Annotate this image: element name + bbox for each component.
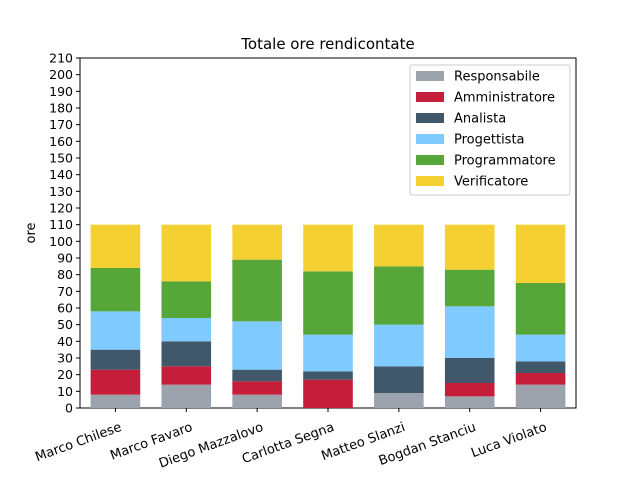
bar-segment [515, 361, 566, 373]
y-tick-label: 110 [49, 217, 73, 232]
y-tick-label: 70 [57, 284, 73, 299]
bar-segment [303, 271, 353, 335]
bar-segment [90, 349, 141, 370]
bar-segment [161, 281, 212, 318]
bar-segment [303, 379, 353, 408]
bar-segment [232, 321, 282, 370]
bar-segment [374, 324, 424, 367]
y-tick-label: 120 [49, 201, 73, 216]
y-tick-label: 30 [57, 351, 73, 366]
bar-segment [444, 269, 495, 307]
y-tick-label: 160 [49, 134, 73, 149]
bars-group [90, 224, 566, 408]
bar-segment [90, 311, 141, 350]
x-tick-label: Marco Chilese [33, 420, 123, 465]
bar-segment [90, 268, 141, 312]
bar-segment [374, 266, 424, 325]
y-tick-label: 180 [49, 101, 73, 116]
y-tick-label: 140 [49, 167, 73, 182]
bar-segment [232, 381, 282, 395]
y-tick-label: 100 [49, 234, 73, 249]
y-tick-label: 0 [65, 401, 73, 416]
y-tick-label: 130 [49, 184, 73, 199]
legend-label: Analista [454, 112, 506, 127]
legend-label: Programmatore [454, 154, 556, 169]
legend-label: Responsabile [454, 70, 540, 85]
bar-segment [161, 366, 212, 385]
bar-segment [232, 259, 282, 322]
bar-segment [303, 371, 353, 380]
bar-segment [303, 224, 353, 272]
y-tick-label: 170 [49, 117, 73, 132]
bar-segment [161, 318, 212, 342]
bar-segment [232, 369, 282, 382]
bar-segment [444, 306, 495, 358]
bar-segment [444, 396, 495, 408]
y-tick-label: 10 [57, 384, 73, 399]
legend-label: Progettista [454, 133, 525, 148]
bar-segment [444, 358, 495, 383]
bar-segment [232, 394, 282, 408]
bar-segment [374, 366, 424, 393]
bar-segment [90, 369, 141, 395]
bar-segment [444, 224, 495, 270]
legend-swatch [416, 92, 444, 102]
y-tick-label: 150 [49, 151, 73, 166]
y-tick-label: 50 [57, 317, 73, 332]
y-tick-label: 210 [49, 51, 73, 66]
x-tick-label: Luca Violato [469, 420, 549, 461]
bar-segment [515, 334, 566, 362]
bar-segment [374, 393, 424, 408]
y-tick-label: 190 [49, 84, 73, 99]
bar-segment [161, 341, 212, 367]
legend: Responsabile Amministratore Analista Proget… [409, 64, 571, 196]
bar-segment [515, 384, 566, 408]
bar-segment [232, 224, 282, 260]
legend-swatch [416, 113, 444, 123]
bar-segment [303, 334, 353, 372]
bar-segment [515, 373, 566, 385]
y-tick-label: 40 [57, 334, 73, 349]
chart-title: Totale ore rendicontate [240, 35, 414, 53]
legend-swatch [416, 71, 444, 81]
bar-segment [90, 224, 141, 268]
y-axis-label: ore [24, 222, 39, 243]
y-tick-label: 20 [57, 367, 73, 382]
legend-swatch [416, 134, 444, 144]
bar-segment [515, 224, 566, 283]
y-tick-label: 80 [57, 267, 73, 282]
legend-box [409, 64, 571, 196]
legend-swatch [416, 155, 444, 165]
legend-label: Verificatore [454, 175, 528, 190]
bar-segment [161, 224, 212, 282]
bar-segment [374, 224, 424, 267]
y-tick-label: 90 [57, 251, 73, 266]
y-tick-label: 60 [57, 301, 73, 316]
bar-segment [515, 283, 566, 335]
y-tick-label: 200 [49, 67, 73, 82]
bar-segment [444, 383, 495, 397]
bar-segment [90, 394, 141, 408]
legend-label: Amministratore [454, 91, 555, 106]
legend-swatch [416, 176, 444, 186]
bar-segment [161, 384, 212, 408]
